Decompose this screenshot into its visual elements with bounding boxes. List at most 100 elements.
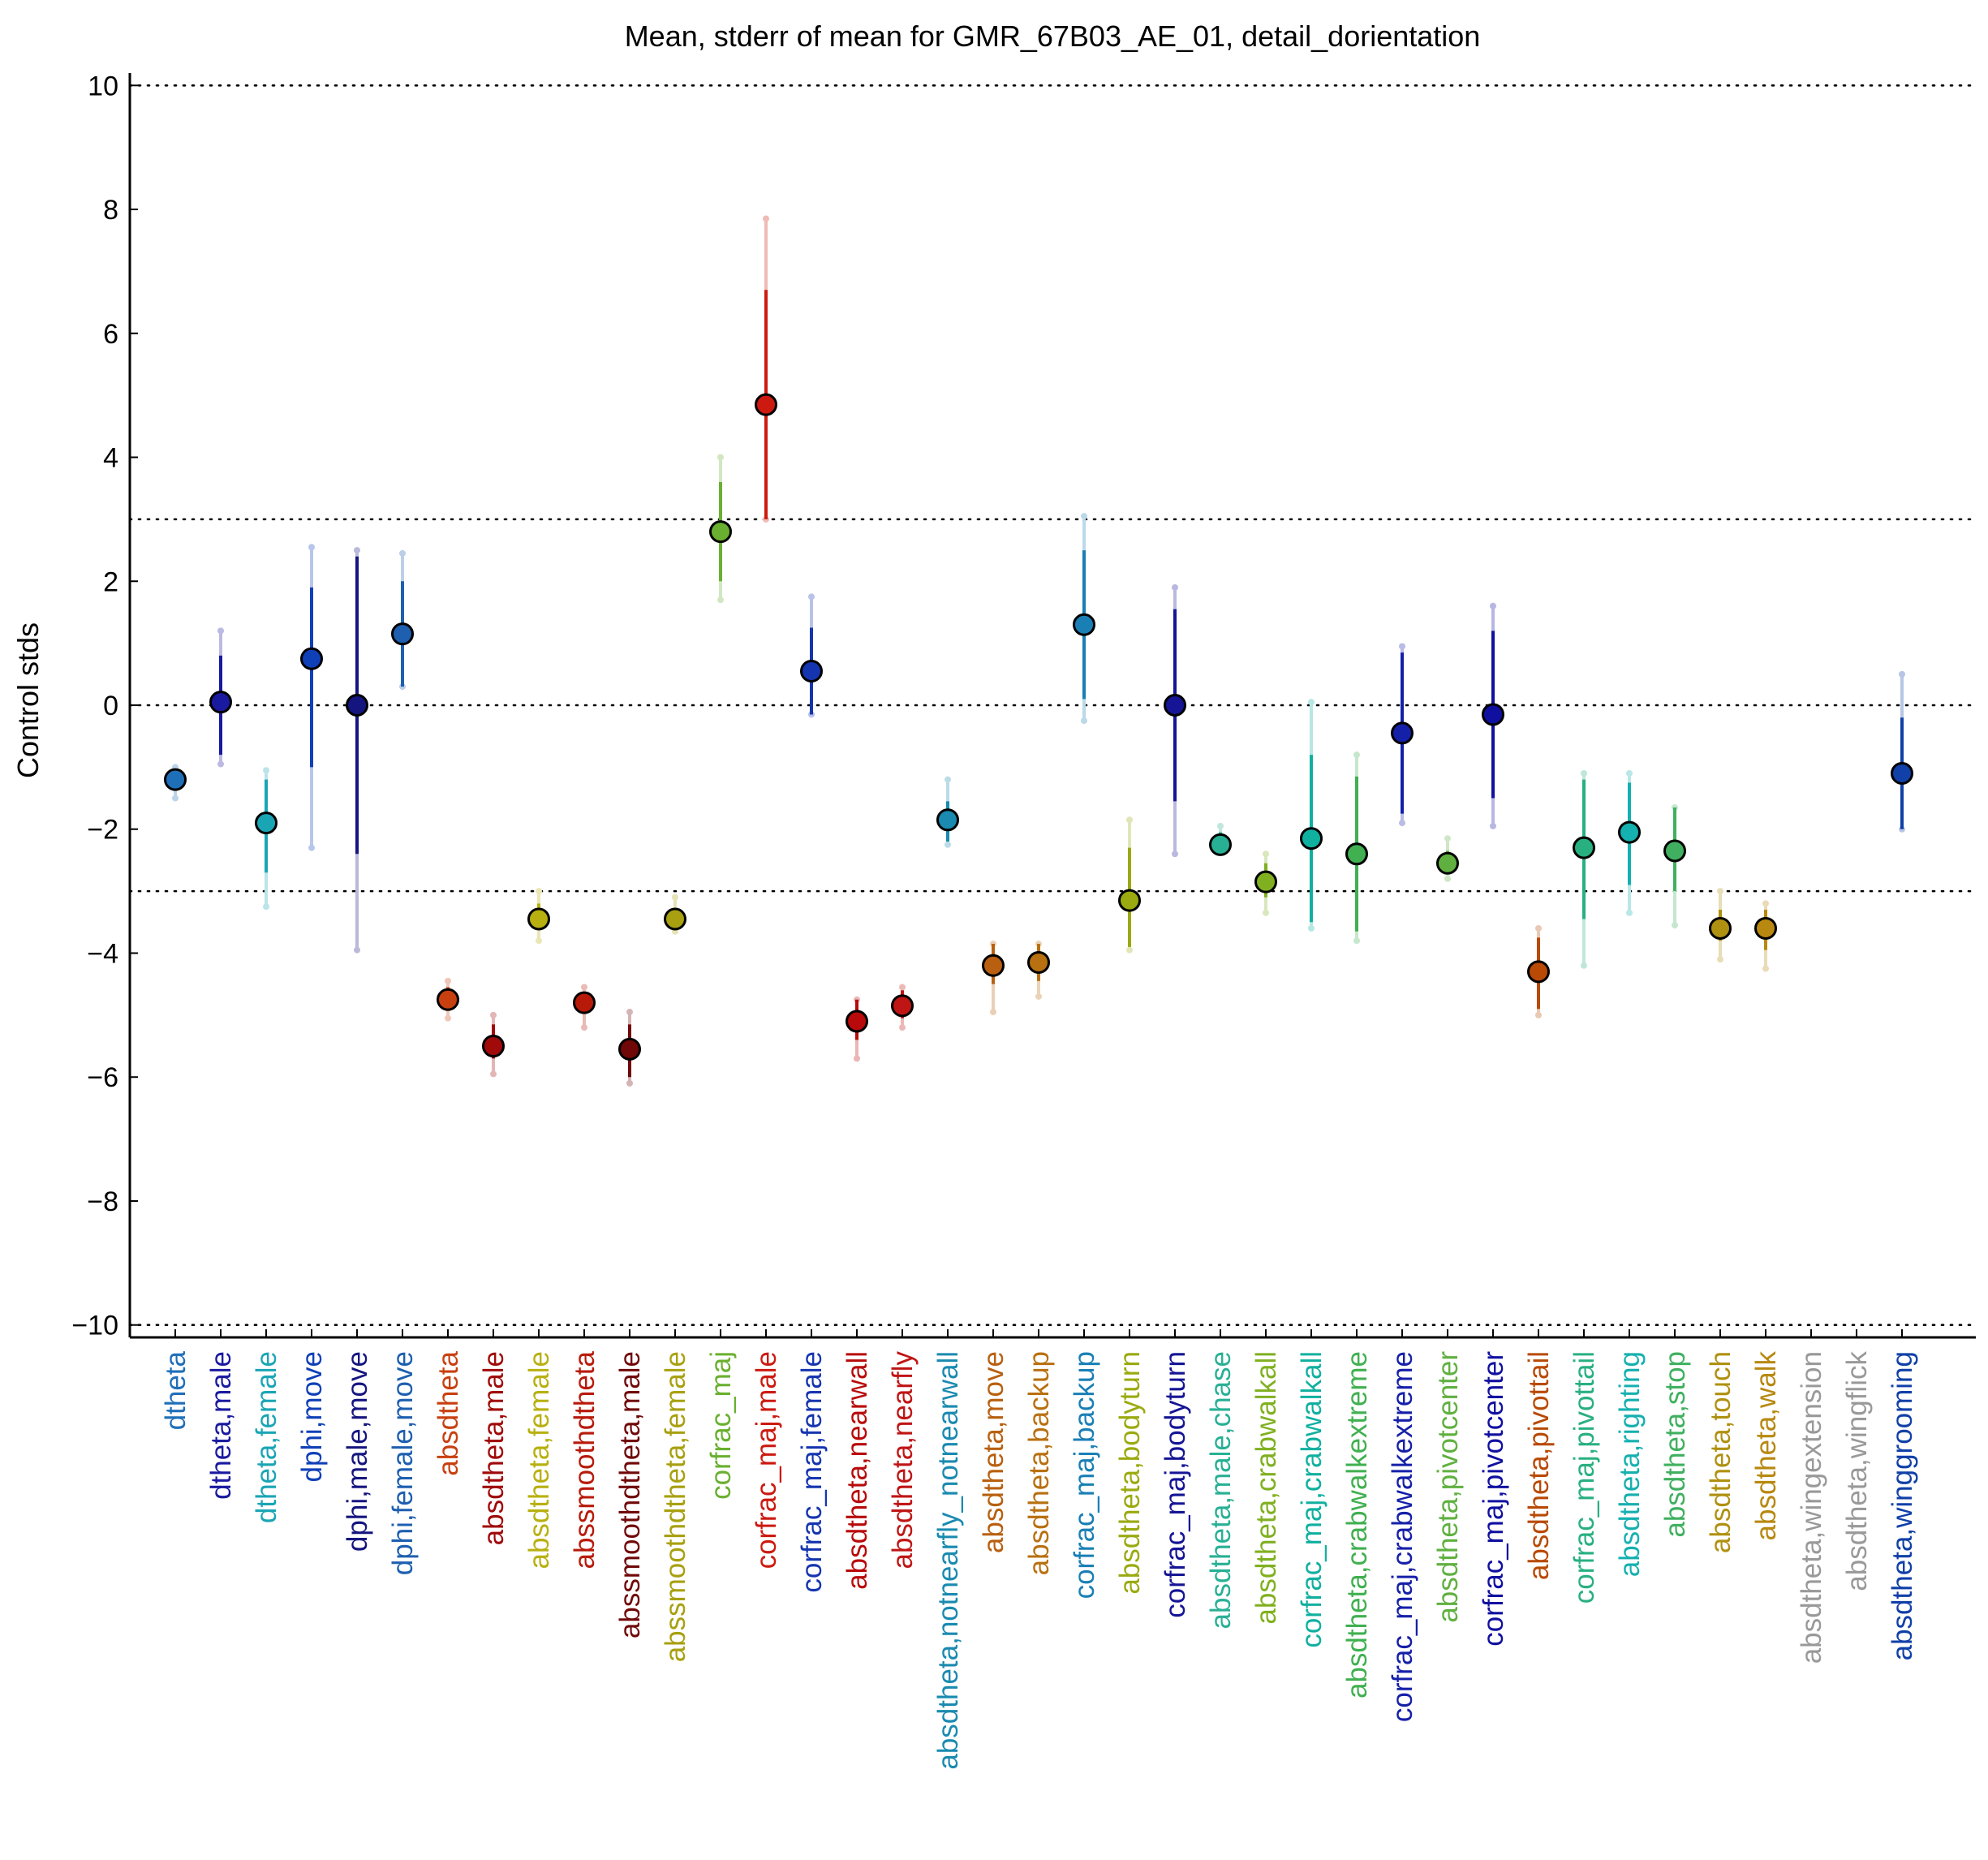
mean-point [391, 622, 414, 646]
range-cap-bottom [1444, 875, 1451, 882]
y-tick-label: 8 [103, 195, 118, 226]
range-cap-top [626, 1009, 633, 1016]
y-axis-label: Control stds [11, 622, 45, 778]
category-label: absdtheta [432, 1350, 464, 1475]
category-label: absdtheta,backup [1023, 1351, 1055, 1575]
category-labels: dtheta dtheta,male dtheta,female dphi,move d… [160, 1350, 1918, 1769]
y-tick-label: −4 [87, 938, 118, 969]
category-label: corfrac_maj,pivottail [1568, 1351, 1600, 1604]
range-cap-bottom [1308, 924, 1315, 932]
range-cap-top [217, 627, 224, 635]
range-cap-bottom [172, 794, 179, 802]
range-cap-top [1535, 924, 1542, 932]
range-cap-top [354, 547, 360, 554]
mean-point [209, 691, 232, 714]
mean-point [1663, 839, 1686, 863]
mean-point [1027, 950, 1050, 974]
y-tick-label: 6 [103, 319, 118, 350]
y-tick-label: 4 [103, 443, 118, 474]
mean-point [573, 991, 596, 1014]
category-label: dphi,move [296, 1351, 328, 1482]
category-label: absdtheta,bodyturn [1114, 1351, 1146, 1595]
range-cap-bottom [1035, 992, 1042, 1000]
range-cap-top [1899, 670, 1905, 678]
y-tick-label: 2 [103, 566, 118, 597]
mean-point [891, 994, 914, 1018]
category-label: corfrac_maj,crabwalkextreme [1387, 1351, 1418, 1722]
mean-point [482, 1035, 505, 1058]
range-cap-bottom [1762, 965, 1769, 972]
mean-point [1300, 827, 1323, 850]
category-label: absdtheta,male,chase [1205, 1351, 1237, 1629]
range-cap-top [1126, 816, 1133, 824]
range-cap-bottom [354, 946, 360, 954]
category-label: absdtheta,crabwalkextreme [1341, 1351, 1373, 1699]
category-label: absdtheta,wingextension [1796, 1351, 1827, 1664]
range-cap-bottom [1353, 937, 1360, 945]
range-cap-top [763, 215, 769, 222]
mean-point [255, 812, 278, 835]
y-tick-label: −2 [87, 815, 118, 846]
mean-point [709, 520, 732, 544]
range-cap-top [1762, 900, 1769, 907]
mean-point [1254, 870, 1277, 893]
range-cap-bottom [945, 841, 951, 848]
range-cap-top [1263, 850, 1269, 858]
category-label: corfrac_maj,bodyturn [1160, 1351, 1191, 1618]
category-label: abssmoothdtheta,female [660, 1351, 691, 1662]
category-label: abssmoothdtheta,male [614, 1351, 646, 1638]
category-label: dtheta [160, 1350, 191, 1430]
range-cap-bottom [1717, 956, 1723, 963]
range-cap-bottom [1126, 946, 1133, 954]
category-label: absdtheta,female [523, 1351, 555, 1569]
mean-point [1436, 851, 1459, 875]
mean-point [800, 659, 823, 682]
category-label: absdtheta,nearfly [887, 1351, 919, 1569]
range-cap-top [1399, 643, 1405, 650]
mean-points [164, 393, 1913, 1061]
range-cap-bottom [1490, 822, 1496, 829]
y-tick-label: −6 [87, 1062, 118, 1093]
category-label: absdtheta,winggrooming [1887, 1351, 1918, 1660]
range-cap-bottom [1626, 909, 1633, 916]
category-label: absdtheta,notnearfly_notnearwall [932, 1351, 964, 1770]
mean-point [1482, 703, 1504, 726]
range-cap-top [490, 1011, 497, 1018]
mean-point [346, 694, 368, 717]
x-ticks [174, 1329, 1903, 1337]
mean-point [1527, 960, 1550, 984]
category-label: dphi,female,move [387, 1351, 419, 1575]
category-label: corfrac_maj,male [751, 1351, 782, 1569]
range-cap-bottom [1399, 820, 1405, 827]
mean-point [437, 988, 459, 1011]
mean-point [936, 808, 959, 832]
category-label: absdtheta,pivotcenter [1432, 1351, 1464, 1623]
y-tick-label: −10 [71, 1311, 118, 1341]
range-cap-top [672, 893, 678, 901]
category-label: absdtheta,crabwalkall [1250, 1351, 1282, 1625]
mean-point [618, 1037, 641, 1061]
mean-point [1618, 820, 1641, 844]
range-cap-top [1626, 770, 1633, 777]
range-cap-top [899, 984, 906, 991]
mean-point [1345, 842, 1368, 866]
mean-point [1754, 916, 1777, 940]
range-cap-top [399, 549, 406, 557]
mean-point [1709, 916, 1732, 940]
y-ticks: 10 8 6 4 2 0 −2 −4 −6 −8 −10 [71, 71, 138, 1341]
category-label: absdtheta,male [478, 1351, 510, 1545]
range-cap-bottom [1263, 909, 1269, 916]
category-label: corfrac_maj,female [796, 1351, 828, 1593]
range-cap-bottom [1535, 1011, 1542, 1018]
mean-point [300, 647, 323, 670]
mean-point [846, 1010, 868, 1033]
range-cap-top [1717, 888, 1723, 895]
y-tick-label: 0 [103, 691, 118, 721]
mean-point [664, 907, 686, 931]
range-cap-top [536, 888, 542, 895]
reference-lines [128, 84, 1977, 1327]
range-cap-top [1490, 602, 1496, 609]
category-label: absdtheta,walk [1750, 1351, 1782, 1541]
